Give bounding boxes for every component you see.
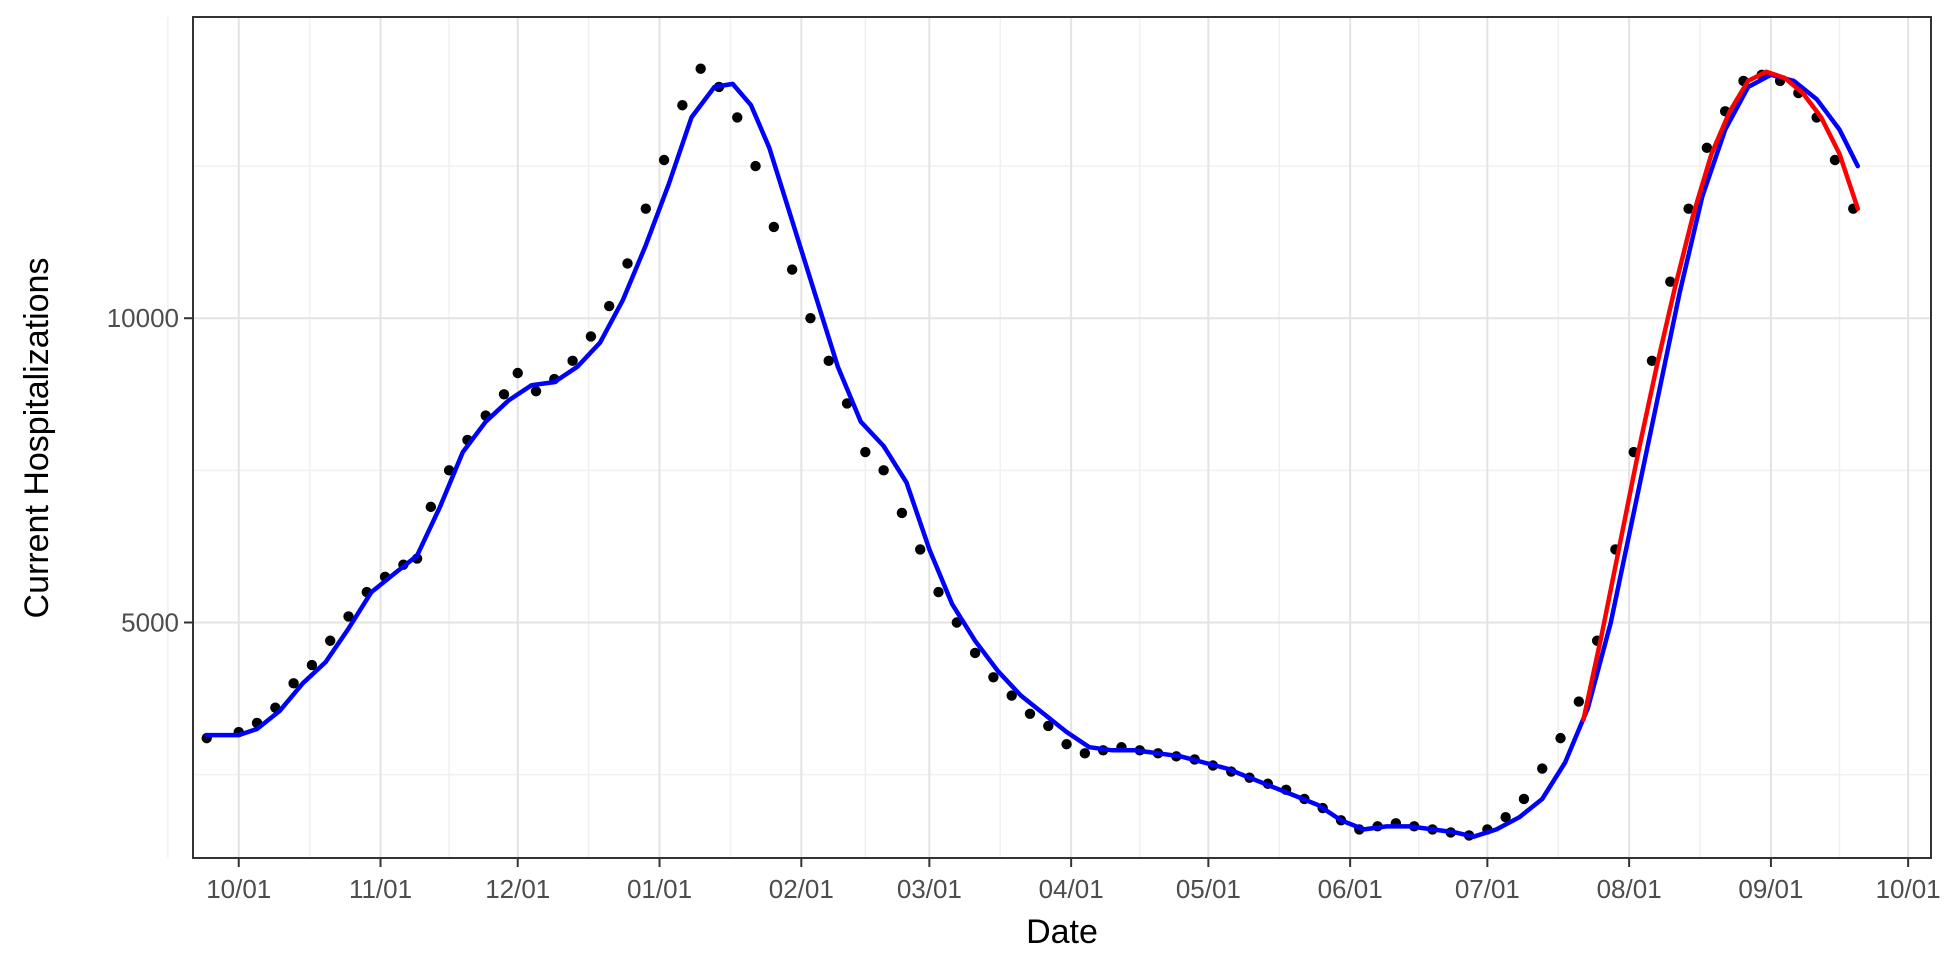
x-tick-label: 11/01 — [349, 874, 412, 904]
data-point — [585, 331, 597, 342]
data-point — [860, 446, 871, 458]
x-tick-label: 12/01 — [485, 874, 550, 904]
data-point — [915, 544, 926, 555]
data-point — [1024, 708, 1036, 719]
data-point — [658, 154, 670, 166]
data-point — [695, 63, 706, 74]
x-tick-label: 02/01 — [769, 874, 834, 904]
data-point — [1683, 203, 1694, 214]
panel-border — [192, 16, 1932, 859]
data-point — [306, 659, 318, 671]
data-point — [1079, 748, 1091, 759]
x-tick-label: 05/01 — [1176, 874, 1241, 904]
data-point — [878, 465, 889, 476]
data-point — [567, 355, 578, 367]
data-point — [288, 678, 299, 689]
data-point — [1701, 142, 1713, 154]
data-point — [1043, 720, 1054, 732]
x-tick-label: 09/01 — [1738, 874, 1803, 904]
data-point — [768, 221, 780, 233]
data-point — [622, 258, 633, 269]
data-point — [1537, 763, 1548, 774]
data-point — [732, 112, 743, 123]
y-tick-label: 5000 — [121, 607, 179, 637]
x-tick-label: 07/01 — [1455, 874, 1520, 904]
data-point — [498, 389, 510, 400]
axes: 10/01 11/01 12/01 01/01 02/01 03/01 04/01 05/01… — [107, 303, 1941, 904]
data-point — [425, 501, 437, 513]
data-point — [1829, 154, 1841, 166]
series-layer — [201, 63, 1861, 841]
data-point — [677, 100, 688, 111]
data-point — [805, 313, 816, 324]
data-point — [896, 507, 908, 519]
data-point — [1061, 739, 1072, 750]
data-point — [604, 300, 615, 312]
data-point — [1555, 732, 1566, 744]
data-point — [1573, 696, 1585, 707]
x-tick-label: 04/01 — [1039, 874, 1104, 904]
data-point — [969, 647, 981, 659]
data-point — [823, 355, 834, 367]
data-point — [343, 611, 354, 622]
data-point — [1500, 812, 1511, 823]
data-point — [325, 635, 336, 646]
data-point — [1646, 355, 1658, 367]
data-point — [750, 160, 761, 172]
x-tick-label: 06/01 — [1318, 874, 1383, 904]
x-tick-label: 01/01 — [627, 874, 692, 904]
grid-lines — [167, 17, 1931, 858]
red-fit-line — [1581, 69, 1861, 723]
data-point — [512, 367, 523, 379]
data-point — [786, 264, 798, 275]
x-tick-label: 10/01 — [206, 874, 271, 904]
y-tick-label: 10000 — [107, 303, 179, 333]
x-tick-label: 08/01 — [1597, 874, 1662, 904]
x-tick-label: 03/01 — [897, 874, 962, 904]
data-point — [1006, 690, 1017, 701]
data-point — [933, 586, 944, 598]
x-tick-label: 10/01 — [1876, 874, 1941, 904]
observed-points — [201, 63, 1859, 841]
data-point — [1665, 276, 1676, 287]
y-axis-title: Current Hospitalizations — [18, 258, 56, 619]
data-point — [988, 672, 999, 683]
x-axis-title: Date — [1026, 913, 1098, 951]
blue-fit-line — [204, 72, 1861, 839]
data-point — [640, 203, 651, 214]
data-point — [1518, 793, 1530, 805]
data-point — [530, 386, 542, 397]
